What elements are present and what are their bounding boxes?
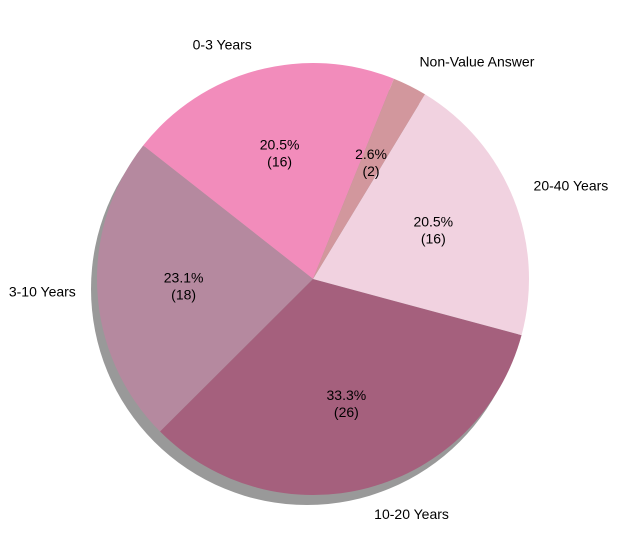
slice-label-3-10-years: 3-10 Years (9, 284, 76, 300)
slice-percent-0-3-years: 20.5% (260, 136, 300, 152)
pie-slices (96, 63, 530, 496)
slice-label-non-value-answer: Non-Value Answer (419, 54, 534, 70)
slice-count-20-40-years: (16) (421, 230, 446, 246)
pie-slice-non-value-answer (313, 78, 425, 279)
slice-label-10-20-years: 10-20 Years (374, 506, 449, 522)
slice-label-0-3-years: 0-3 Years (193, 36, 252, 52)
slice-count-non-value-answer: (2) (362, 163, 379, 179)
slice-count-3-10-years: (18) (171, 286, 196, 302)
slice-percent-20-40-years: 20.5% (413, 213, 453, 229)
pie-slice-10-20-years (160, 279, 522, 496)
pie-slice-20-40-years (313, 94, 530, 336)
slice-percent-10-20-years: 33.3% (327, 387, 367, 403)
slice-count-0-3-years: (16) (267, 153, 292, 169)
pie-slice-0-3-years (143, 63, 394, 280)
slice-percent-non-value-answer: 2.6% (355, 146, 387, 162)
slice-count-10-20-years: (26) (334, 404, 359, 420)
slice-percent-3-10-years: 23.1% (164, 269, 204, 285)
slice-label-20-40-years: 20-40 Years (534, 178, 609, 194)
pie-slice-3-10-years (96, 145, 313, 432)
